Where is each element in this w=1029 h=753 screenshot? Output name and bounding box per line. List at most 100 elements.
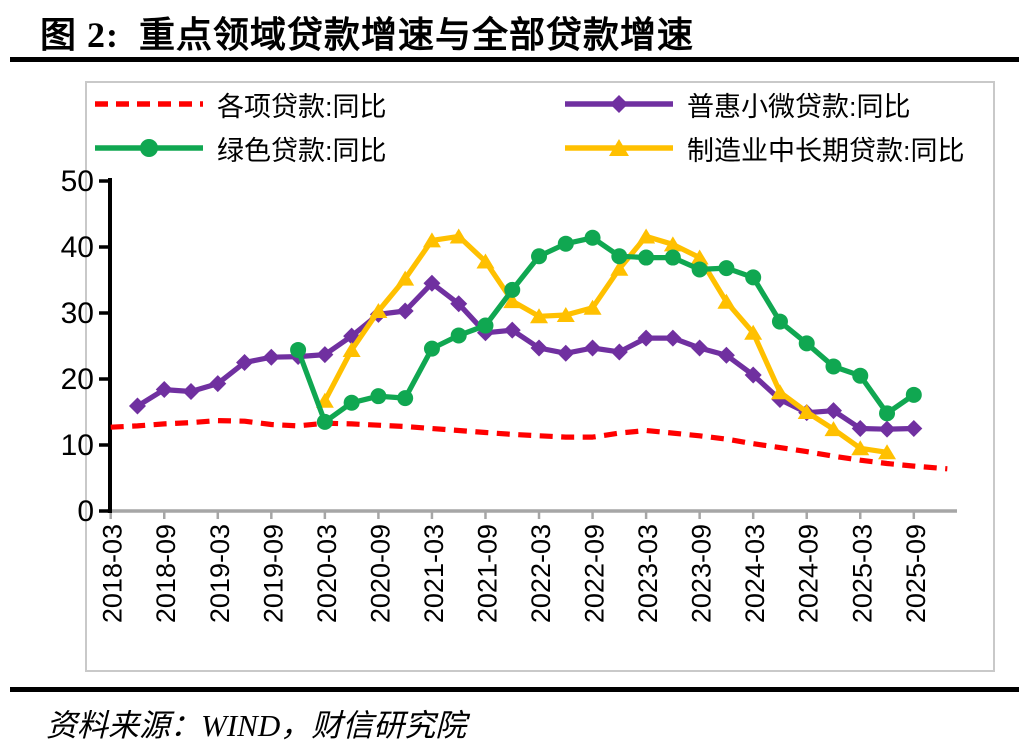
series-2-marker [824, 421, 843, 437]
x-tick-label: 2023-03 [633, 524, 663, 623]
legend-swatch-diamond [565, 95, 673, 113]
x-tick-label: 2018-03 [98, 524, 128, 623]
series-2-marker [663, 236, 682, 252]
series-2-marker [770, 384, 789, 400]
title-underline-rule [10, 57, 1019, 62]
series-3-marker [825, 358, 842, 375]
series-1-marker [236, 354, 254, 371]
x-tick-label: 2020-09 [365, 524, 395, 623]
series-1-marker [262, 348, 280, 366]
series-3-marker [611, 248, 628, 265]
series-1-marker [717, 346, 735, 364]
series-1-marker [557, 344, 575, 362]
y-tick-label: 0 [77, 495, 94, 528]
legend-swatch-dashed-line [95, 101, 203, 107]
series-1-marker [691, 339, 709, 357]
legend-swatch-circle [95, 139, 203, 157]
series-3-marker [905, 386, 922, 403]
series-3-marker [638, 249, 655, 266]
series-3-marker [584, 229, 601, 246]
series-3-marker [531, 248, 548, 265]
x-tick-label: 2019-03 [205, 524, 235, 623]
series-1-marker [584, 339, 602, 357]
series-1-marker [878, 420, 896, 438]
x-tick-label: 2024-03 [740, 524, 770, 623]
series-1-marker [503, 321, 521, 339]
series-3-marker [879, 405, 896, 422]
plot-area: 2018-03 2018-09 2019-03 2019-09 2020-03 2020-… [61, 165, 957, 623]
series-1-marker [851, 420, 869, 437]
y-tick-label: 10 [61, 429, 94, 462]
series-1-marker [530, 339, 548, 357]
series-2-marker [797, 404, 816, 419]
series-1-marker [423, 274, 441, 292]
series-3-marker [316, 413, 333, 430]
x-tick-label: 2022-09 [580, 524, 610, 623]
series-2-marker [583, 299, 602, 315]
series-2-marker [878, 444, 897, 460]
chart-frame [85, 81, 995, 672]
series-2-marker [422, 232, 441, 248]
series-line-0 [110, 418, 948, 472]
series-2-marker [556, 306, 575, 322]
legend-swatch-triangle [565, 139, 673, 156]
series-3-marker [852, 367, 869, 384]
x-tick-label: 2023-09 [687, 524, 717, 623]
series-2-marker [744, 324, 763, 340]
x-tick-label: 2024-09 [794, 524, 824, 623]
x-tick-label: 2021-03 [419, 524, 449, 623]
y-tick-label: 30 [61, 297, 94, 330]
series-3-marker [504, 281, 521, 298]
series-1-marker [209, 375, 227, 393]
series-2-marker [717, 293, 736, 309]
series-2-marker [610, 260, 629, 276]
series-1-marker [664, 329, 682, 347]
legend-item: 各项贷款:同比 [93, 88, 563, 122]
series-3-marker [450, 327, 467, 344]
series-3-marker [423, 340, 440, 357]
series-1-marker [610, 343, 628, 361]
series-3-marker [771, 313, 788, 330]
page-title: 图 2: 重点领域贷款增速与全部贷款增速 [40, 15, 694, 55]
legend-label: 绿色贷款:同比 [217, 135, 387, 166]
series-3-marker [290, 341, 307, 358]
series-1-marker [905, 420, 923, 437]
x-tick-label: 2025-09 [901, 524, 931, 623]
series-1-marker [316, 346, 334, 364]
series-3-marker [370, 388, 387, 405]
series-2-marker [530, 308, 549, 324]
series-1-marker [396, 302, 414, 320]
series-1-marker [128, 397, 146, 415]
x-tick-label: 2020-03 [312, 524, 342, 623]
series-3-marker [557, 235, 574, 252]
x-tick-label: 2022-03 [526, 524, 556, 623]
x-tick-label: 2018-09 [151, 524, 181, 623]
series-2-marker [342, 341, 361, 357]
y-tick-label: 40 [61, 231, 94, 264]
series-1-marker [155, 381, 173, 399]
series-1-marker [744, 366, 762, 384]
chart-legend: 各项贷款:同比 普惠小微贷款:同比绿色贷款:同比 制造业中长期贷款:同比 [93, 88, 973, 166]
legend-label: 制造业中长期贷款:同比 [687, 135, 965, 166]
series-3-marker [718, 260, 735, 277]
legend-item: 普惠小微贷款:同比 [563, 88, 973, 122]
series-3-marker [343, 394, 360, 411]
series-2-marker [690, 249, 709, 265]
legend-item: 制造业中长期贷款:同比 [563, 132, 973, 166]
series-3-marker [745, 269, 762, 286]
legend-label: 普惠小微贷款:同比 [687, 91, 911, 122]
y-tick-label: 50 [61, 165, 94, 198]
series-2-marker [369, 303, 388, 319]
x-tick-label: 2025-03 [847, 524, 877, 623]
series-1-marker [824, 402, 842, 420]
series-2-marker [396, 270, 415, 286]
series-3-marker [798, 335, 815, 352]
y-tick-label: 20 [61, 363, 94, 396]
bottom-rule [10, 687, 1019, 692]
series-1-marker [182, 383, 200, 401]
legend-label: 各项贷款:同比 [217, 91, 387, 122]
series-line-3 [295, 235, 917, 425]
series-3-marker [477, 317, 494, 334]
x-tick-label: 2019-09 [258, 524, 288, 623]
series-3-marker [397, 390, 414, 407]
